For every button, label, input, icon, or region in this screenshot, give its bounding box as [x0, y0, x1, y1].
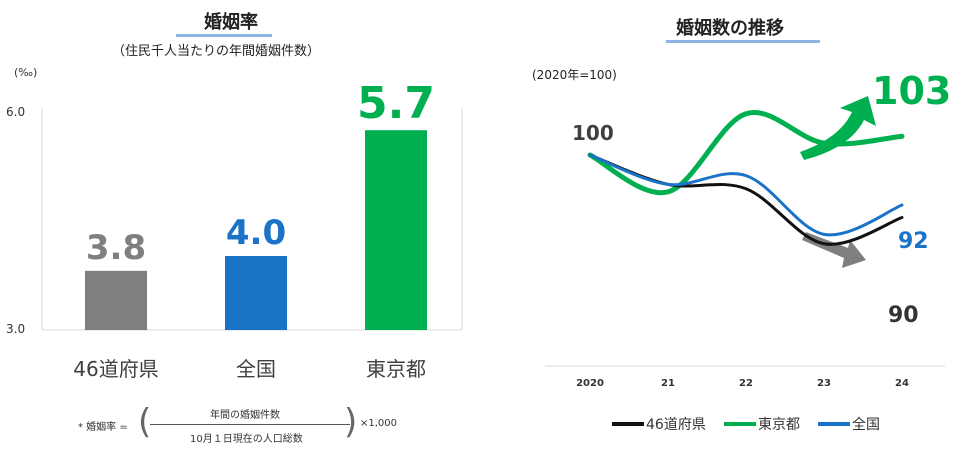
formula-bracket-left: ( — [138, 402, 152, 442]
series-line-2 — [588, 153, 904, 237]
x-tick-4: 24 — [895, 378, 909, 389]
series-line-0 — [588, 153, 904, 246]
label-national-92: 92 — [898, 229, 929, 254]
tokyo-up-arrow — [800, 96, 876, 160]
bar-chart: (‰) 6.0 3.0 3.8 46道府県 4.0 全国 5.7 東京都 — [6, 66, 463, 381]
bar-value-label-2: 5.7 — [357, 78, 435, 129]
left-chart-title: 婚姻率 — [204, 12, 258, 33]
right-chart-title: 婚姻数の推移 — [676, 18, 784, 39]
bar-value-label-0: 3.8 — [86, 228, 146, 268]
formula-bracket-right: ) — [344, 402, 358, 442]
left-title-underline — [176, 34, 272, 37]
bar-category-label-1: 全国 — [236, 357, 276, 381]
x-tick-3: 23 — [817, 378, 831, 389]
series-line-1 — [587, 110, 905, 196]
formula-fraction-line — [150, 424, 350, 425]
y-tick-top: 6.0 — [6, 105, 25, 119]
formula-numerator: 年間の婚姻件数 — [210, 410, 280, 421]
bar-category-label-0: 46道府県 — [73, 357, 158, 381]
label-tokyo-103: 103 — [872, 69, 951, 113]
legend-label-2: 全国 — [852, 416, 880, 433]
bar-1 — [225, 256, 287, 330]
bar-value-label-1: 4.0 — [226, 213, 286, 253]
right-chart-subtitle: (2020年=100) — [532, 68, 617, 82]
formula-denominator: 10月１日現在の人口総数 — [190, 434, 303, 445]
x-tick-1: 21 — [661, 378, 675, 389]
bar-2 — [365, 130, 427, 330]
x-tick-2: 22 — [739, 378, 753, 389]
x-tick-0: 2020 — [576, 378, 604, 389]
legend-label-0: 46道府県 — [646, 417, 706, 433]
bar-0 — [85, 270, 147, 330]
formula-multiplier: ×1,000 — [360, 418, 398, 429]
bar-unit-label: (‰) — [14, 66, 37, 79]
bar-category-label-2: 東京都 — [366, 357, 426, 381]
label-start-100: 100 — [572, 121, 614, 145]
legend-label-1: 東京都 — [758, 417, 800, 433]
formula-prefix: * 婚姻率 = — [78, 422, 128, 433]
label-prefectures-90: 90 — [888, 303, 919, 328]
y-tick-bottom: 3.0 — [6, 322, 25, 336]
right-title-underline — [666, 40, 820, 43]
left-chart-subtitle: （住民千人当たりの年間婚姻件数） — [112, 44, 321, 59]
